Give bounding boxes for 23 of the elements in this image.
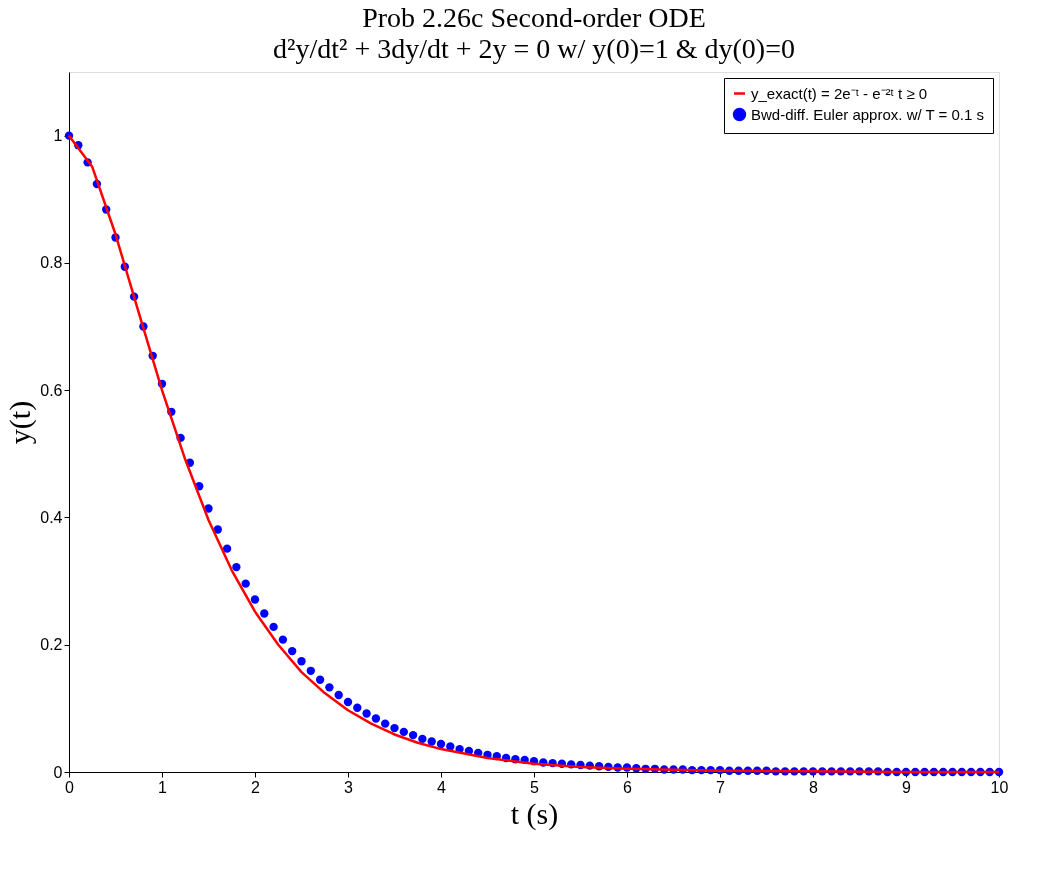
x-tick-label: 8 bbox=[809, 778, 819, 796]
x-axis-title: t (s) bbox=[510, 796, 559, 831]
chart-subtitle: d²y/dt² + 3dy/dt + 2y = 0 w/ y(0)=1 & dy(0)=0 bbox=[273, 33, 795, 64]
y-tick-label: 0.2 bbox=[40, 636, 63, 654]
x-tick-label: 4 bbox=[437, 778, 447, 796]
y-axis-title: y(t) bbox=[3, 400, 38, 445]
y-tick-label: 0 bbox=[53, 763, 63, 781]
x-tick-label: 6 bbox=[623, 778, 633, 796]
x-tick-label: 0 bbox=[65, 778, 75, 796]
legend-label: y_exact(t) = 2e⁻ᵗ - e⁻²ᵗ t ≥ 0 bbox=[751, 84, 928, 102]
y-tick-label: 1 bbox=[53, 127, 63, 145]
x-tick-label: 5 bbox=[530, 778, 540, 796]
chart-title: Prob 2.26c Second-order ODE bbox=[362, 2, 706, 33]
x-tick-label: 1 bbox=[158, 778, 168, 796]
x-tick-label: 9 bbox=[902, 778, 912, 796]
x-tick-label: 10 bbox=[990, 778, 1009, 796]
x-tick-label: 3 bbox=[344, 778, 354, 796]
y-tick-label: 0.6 bbox=[40, 381, 63, 399]
y-tick-label: 0.8 bbox=[40, 254, 63, 272]
legend-label: Bwd-diff. Euler approx. w/ T = 0.1 s bbox=[751, 105, 985, 123]
x-tick-label: 2 bbox=[251, 778, 261, 796]
x-tick-label: 7 bbox=[716, 778, 726, 796]
y-tick-label: 0.4 bbox=[40, 508, 63, 526]
